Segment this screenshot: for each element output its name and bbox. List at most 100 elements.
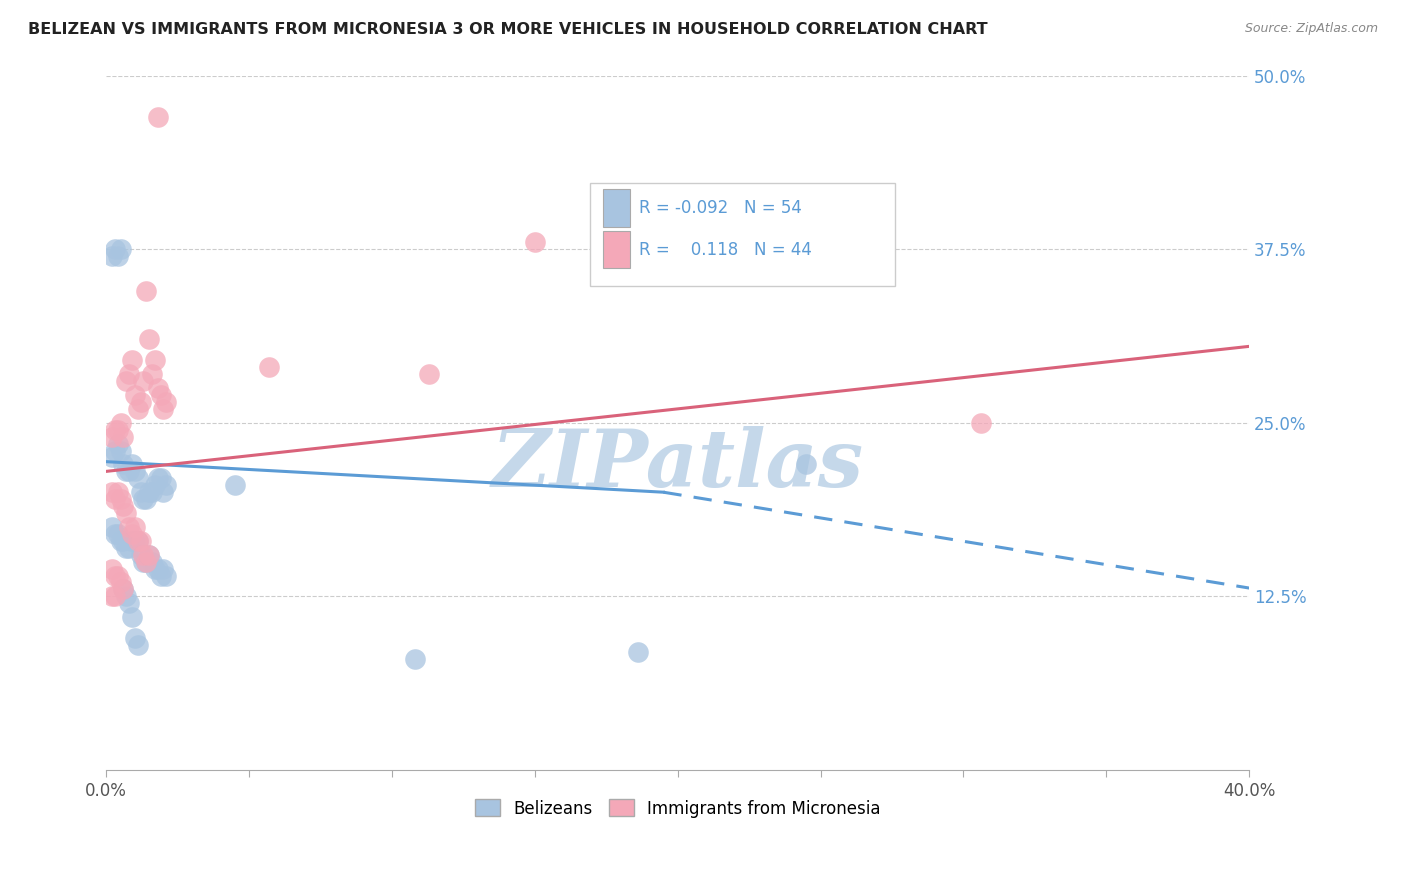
Point [129, 533, 152, 548]
Point [124, 631, 146, 645]
Point [118, 520, 141, 534]
Point [141, 555, 163, 569]
Point [104, 242, 127, 256]
Point [101, 520, 124, 534]
Point [143, 478, 166, 492]
Point [107, 568, 129, 582]
Point [115, 506, 138, 520]
Point [104, 590, 127, 604]
Point [132, 374, 155, 388]
Point [110, 533, 132, 548]
Point [523, 235, 546, 250]
Point [127, 401, 149, 416]
Point [627, 645, 650, 659]
Point [112, 533, 135, 548]
Point [124, 520, 146, 534]
Point [132, 548, 155, 562]
Point [107, 249, 129, 263]
Point [112, 458, 135, 472]
Point [149, 471, 172, 485]
Text: BELIZEAN VS IMMIGRANTS FROM MICRONESIA 3 OR MORE VEHICLES IN HOUSEHOLD CORRELATI: BELIZEAN VS IMMIGRANTS FROM MICRONESIA 3… [28, 22, 988, 37]
Point [969, 416, 991, 430]
Point [155, 568, 177, 582]
Point [110, 443, 132, 458]
Point [104, 423, 127, 437]
Point [146, 471, 169, 485]
Point [152, 401, 174, 416]
Text: ZIPatlas: ZIPatlas [492, 425, 863, 503]
Point [101, 430, 124, 444]
Point [104, 568, 127, 582]
Point [127, 533, 149, 548]
Point [132, 555, 155, 569]
Point [135, 555, 157, 569]
Point [135, 284, 157, 298]
Point [135, 492, 157, 507]
Point [129, 395, 152, 409]
Point [110, 416, 132, 430]
Point [112, 430, 135, 444]
Point [118, 464, 141, 478]
Text: Source: ZipAtlas.com: Source: ZipAtlas.com [1244, 22, 1378, 36]
Point [127, 638, 149, 652]
Point [118, 541, 141, 555]
Point [121, 527, 143, 541]
Point [115, 374, 138, 388]
Point [121, 533, 143, 548]
Point [138, 333, 160, 347]
Point [107, 485, 129, 500]
Point [115, 464, 138, 478]
Point [129, 548, 152, 562]
Point [121, 353, 143, 368]
Point [127, 533, 149, 548]
Point [112, 499, 135, 513]
Point [138, 548, 160, 562]
Point [110, 242, 132, 256]
Point [121, 610, 143, 624]
Point [107, 436, 129, 450]
Text: R = -0.092   N = 54: R = -0.092 N = 54 [638, 199, 801, 218]
Point [146, 110, 169, 124]
Point [224, 478, 246, 492]
Point [146, 381, 169, 395]
Point [257, 360, 280, 375]
Point [112, 582, 135, 597]
Point [104, 492, 127, 507]
Point [143, 561, 166, 575]
Point [149, 388, 172, 402]
Point [404, 652, 426, 666]
Point [146, 561, 169, 575]
Point [115, 541, 138, 555]
Point [101, 450, 124, 465]
Legend: Belizeans, Immigrants from Micronesia: Belizeans, Immigrants from Micronesia [468, 793, 887, 824]
Point [101, 485, 124, 500]
Point [104, 443, 127, 458]
Point [101, 249, 124, 263]
Point [135, 555, 157, 569]
Point [127, 471, 149, 485]
Point [124, 388, 146, 402]
Point [155, 395, 177, 409]
Point [124, 464, 146, 478]
Point [152, 485, 174, 500]
Text: R =    0.118   N = 44: R = 0.118 N = 44 [638, 241, 811, 259]
Point [121, 458, 143, 472]
Point [794, 458, 817, 472]
Point [141, 485, 163, 500]
Point [138, 548, 160, 562]
Point [118, 367, 141, 381]
Point [129, 485, 152, 500]
Point [155, 478, 177, 492]
Point [418, 367, 440, 381]
Point [112, 582, 135, 597]
Point [104, 527, 127, 541]
Point [149, 568, 172, 582]
Point [132, 492, 155, 507]
Point [101, 561, 124, 575]
Point [124, 533, 146, 548]
Point [107, 423, 129, 437]
Point [141, 367, 163, 381]
Point [110, 575, 132, 590]
Point [101, 590, 124, 604]
Point [118, 596, 141, 610]
